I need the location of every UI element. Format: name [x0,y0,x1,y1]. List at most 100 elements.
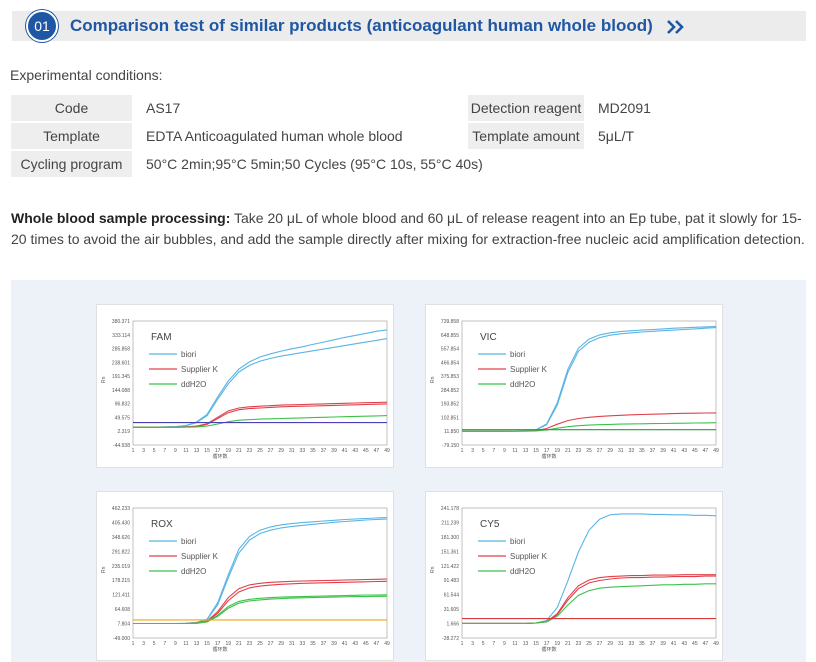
legend-label: ddH2O [181,567,206,576]
chart-title: CY5 [480,519,500,530]
table-row: Code AS17 Detection reagent MD2091 [11,95,798,121]
code-label: Code [11,95,132,121]
legend-label: biori [181,350,196,359]
y-tick-label: 348.626 [112,535,130,541]
ddh2o-series-line [133,594,388,625]
legend-label: ddH2O [510,380,535,389]
x-tick-label: 37 [321,448,327,454]
x-tick-label: 3 [471,641,474,647]
template-value: EDTA Anticoagulated human whole blood [146,128,403,144]
y-tick-label: 96.832 [115,402,131,408]
x-axis-label: 循环数 [541,646,556,653]
x-tick-label: 19 [225,448,231,454]
chart-title: ROX [151,519,173,530]
y-tick-label: 466.854 [441,360,459,366]
y-tick-label: 235.019 [112,564,130,570]
x-tick-label: 29 [607,448,613,454]
y-tick-label: 333.114 [112,333,130,339]
y-tick-label: 151.361 [441,549,459,555]
x-tick-label: 19 [554,641,560,647]
x-tick-label: 5 [482,641,485,647]
section-title: Comparison test of similar products (ant… [70,16,686,36]
x-tick-label: 37 [650,448,656,454]
x-tick-label: 3 [142,641,145,647]
conditions-label: Experimental conditions: [10,67,163,83]
supplier-k-series-line [462,574,716,624]
legend-label: ddH2O [181,380,206,389]
x-tick-label: 23 [576,641,582,647]
y-tick-label: 144.088 [112,388,130,394]
y-tick-label: 64.608 [115,607,131,613]
y-tick-label: -44.938 [113,443,130,449]
y-tick-label: 238.601 [112,360,130,366]
y-tick-label: 102.851 [441,415,459,421]
y-tick-label: 648.855 [441,333,459,339]
x-tick-label: 45 [363,448,369,454]
reagent-label: Detection reagent [468,95,584,121]
x-tick-label: 21 [236,448,242,454]
x-tick-label: 43 [352,641,358,647]
biori-series-line [462,327,717,432]
x-tick-label: 35 [310,641,316,647]
x-tick-label: 33 [300,641,306,647]
legend-label: biori [181,537,196,546]
x-tick-label: 1 [132,448,135,454]
y-tick-label: 462.233 [112,506,130,512]
y-tick-label: -49.000 [113,636,130,642]
y-tick-label: 405.430 [112,520,130,526]
amount-value: 5μL/T [598,128,635,144]
x-tick-label: 23 [576,448,582,454]
y-tick-label: 181.300 [441,535,459,541]
y-axis-label: Rn [101,376,107,383]
x-tick-label: 3 [142,448,145,454]
ddh2o-series-line [462,583,716,624]
x-tick-label: 9 [174,641,177,647]
y-tick-label: 191.345 [112,374,130,380]
x-tick-label: 35 [639,448,645,454]
x-tick-label: 25 [586,448,592,454]
legend-label: Supplier K [181,365,219,374]
x-tick-label: 45 [692,641,698,647]
processing-text: Take 20 μL of whole blood and 60 μL of r… [11,210,805,247]
x-tick-label: 43 [352,448,358,454]
y-axis-label: Rn [101,566,107,573]
plot-area [132,320,388,446]
x-tick-label: 13 [523,448,529,454]
y-axis-label: Rn [430,376,436,383]
x-tick-label: 21 [236,641,242,647]
x-tick-label: 33 [300,448,306,454]
x-tick-label: 27 [597,641,603,647]
x-tick-label: 41 [671,448,677,454]
amount-label: Template amount [468,123,584,149]
x-axis-label: 循环数 [212,453,227,460]
ddh2o-series-line [133,595,387,625]
x-tick-label: 39 [331,641,337,647]
legend-label: Supplier K [510,365,548,374]
y-axis-label: Rn [430,566,436,573]
x-tick-label: 39 [660,448,666,454]
x-tick-label: 29 [607,641,613,647]
y-tick-label: 557.854 [441,347,459,353]
x-tick-label: 23 [247,641,253,647]
section-title-text: Comparison test of similar products (ant… [70,16,653,35]
x-tick-label: 13 [194,448,200,454]
x-tick-label: 7 [163,641,166,647]
x-tick-label: 45 [692,448,698,454]
x-tick-label: 49 [713,448,719,454]
x-tick-label: 35 [639,641,645,647]
double-chevron-icon [666,19,684,34]
y-tick-label: 61.544 [444,593,460,599]
x-tick-label: 15 [533,448,539,454]
biori-series-line [133,338,388,428]
y-tick-label: -79.150 [442,443,459,449]
reagent-value: MD2091 [598,100,651,116]
x-tick-label: 11 [512,448,517,454]
x-tick-label: 1 [461,448,464,454]
x-tick-label: 19 [554,448,560,454]
y-tick-label: 380.371 [112,319,130,325]
x-tick-label: 3 [471,448,474,454]
chart-vic: 739.858 648.855 557.854 466.854 375.853 284.8… [425,304,723,468]
x-tick-label: 9 [174,448,177,454]
y-tick-label: 178.215 [112,578,130,584]
chart-title: VIC [480,332,497,343]
